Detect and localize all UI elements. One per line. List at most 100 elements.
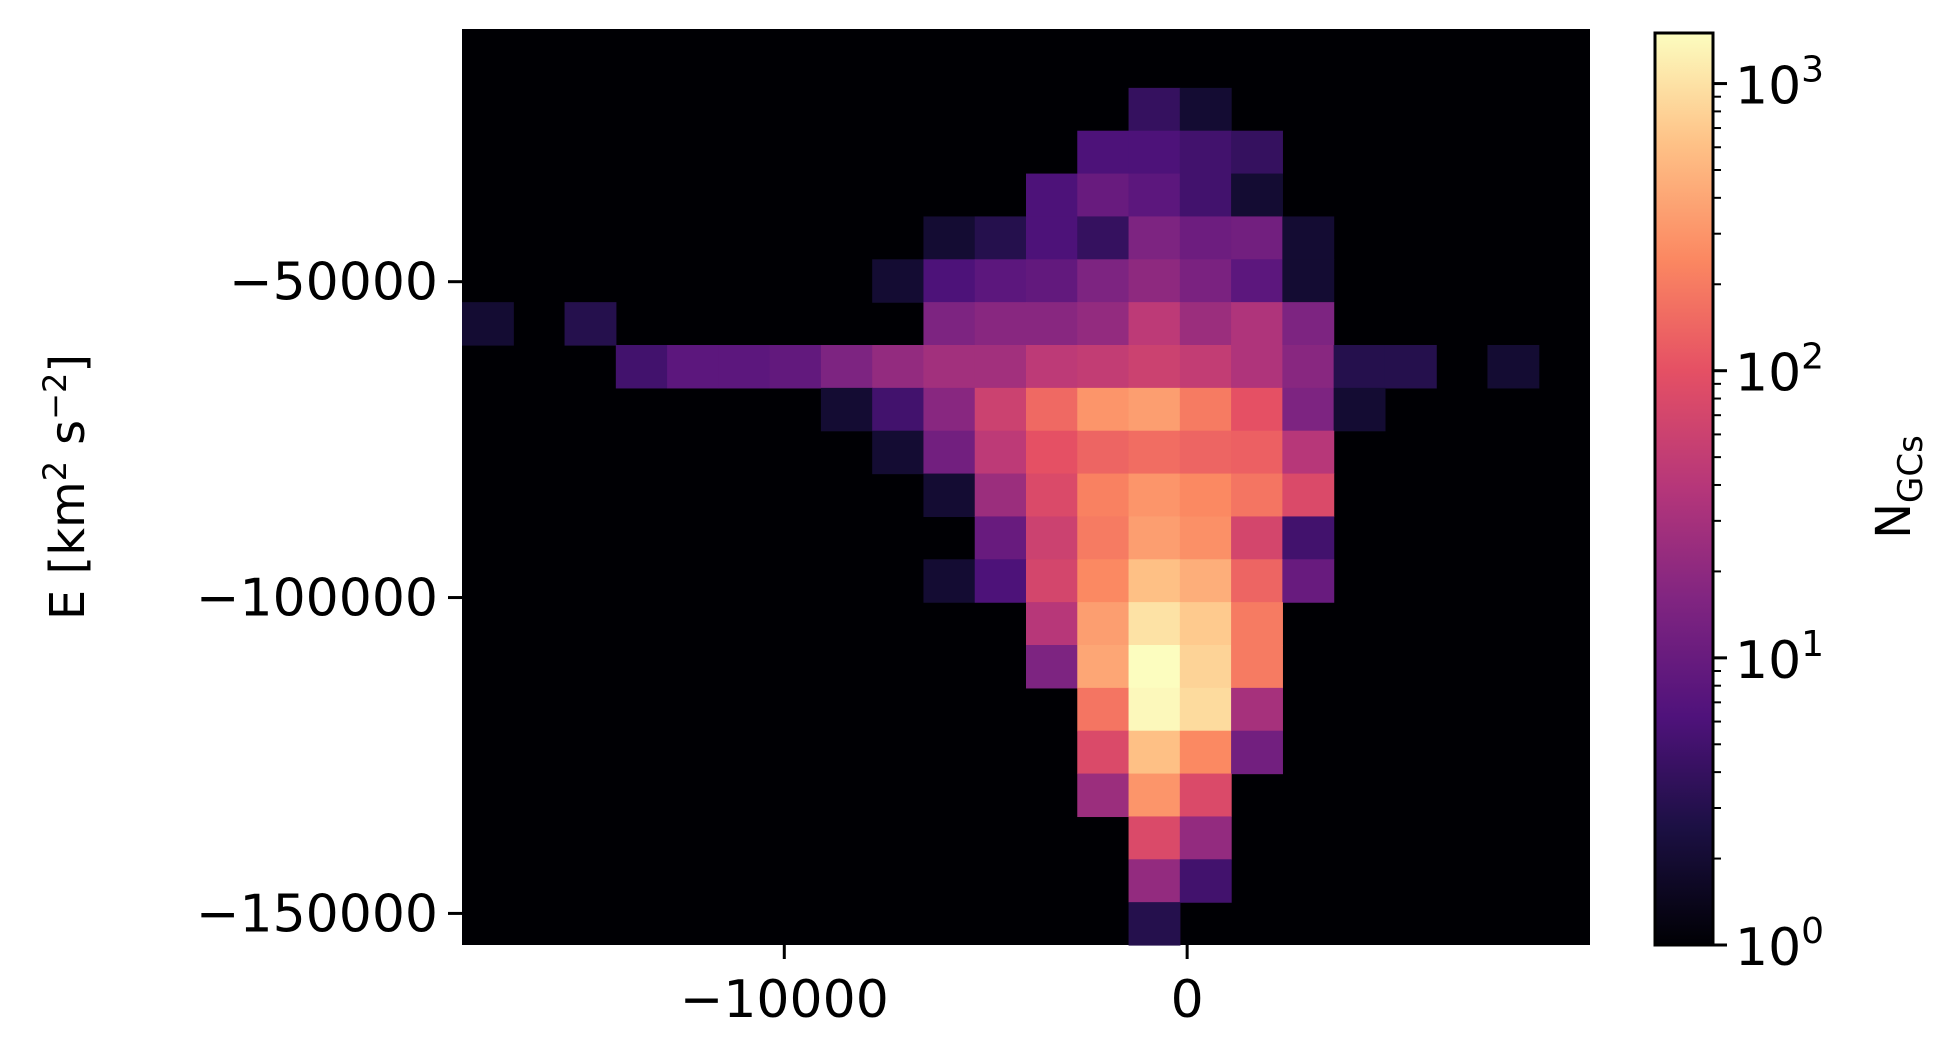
heatmap-cell — [1026, 387, 1078, 432]
heatmap-cell — [1179, 387, 1232, 432]
colorbar-tick-label: 100 — [1735, 911, 1824, 978]
heatmap-cell — [923, 430, 976, 475]
heatmap-cell — [923, 259, 976, 303]
heatmap-cell — [974, 387, 1027, 432]
y-axis-label-close: ] — [40, 354, 96, 373]
heatmap-cell — [1231, 645, 1283, 689]
heatmap-cell — [1179, 473, 1232, 518]
heatmap-cell — [1128, 130, 1181, 175]
heatmap-cell — [1179, 859, 1232, 903]
heatmap-cell — [1077, 259, 1130, 303]
heatmap-cell — [1077, 473, 1130, 518]
colorbar-tick-label: 102 — [1735, 337, 1824, 404]
heatmap-cell — [1231, 687, 1283, 732]
colorbar-tick-exp: 3 — [1801, 50, 1824, 91]
heatmap-cell — [1282, 259, 1335, 303]
heatmap-cell — [1128, 816, 1181, 860]
heatmap-cell — [769, 345, 822, 389]
heatmap-cell — [1282, 345, 1335, 389]
heatmap-cell — [1077, 387, 1130, 432]
colorbar-tick-base: 10 — [1735, 631, 1801, 691]
heatmap-cell — [974, 516, 1027, 560]
heatmap-cell — [564, 302, 617, 346]
heatmap-cell — [1077, 516, 1130, 560]
heatmap-cell — [1231, 387, 1283, 432]
heatmap-cell — [1179, 559, 1232, 603]
y-axis-label-sup-2: 2 — [36, 461, 74, 481]
heatmap-cell — [1077, 430, 1130, 475]
colorbar-tick-exp: 0 — [1801, 911, 1824, 952]
heatmap-cell — [974, 345, 1027, 389]
heatmap-cell — [1077, 302, 1130, 346]
heatmap-cell — [1179, 87, 1232, 132]
heatmap-cell — [1231, 130, 1283, 175]
heatmap-cell — [1333, 387, 1386, 432]
heatmap-cell — [1231, 173, 1283, 218]
heatmap-cell — [872, 387, 925, 432]
colorbar-tick-label: 103 — [1735, 50, 1824, 117]
y-axis-ticks: −50000 −100000 −150000 — [196, 253, 462, 944]
y-tick-label: −50000 — [229, 253, 438, 313]
heatmap-cell — [1077, 130, 1130, 175]
y-axis-label-main: E [km — [40, 481, 96, 620]
heatmap-cells — [462, 87, 1540, 946]
colorbar-label-main: N — [1866, 503, 1922, 539]
heatmap-cell — [1282, 473, 1335, 518]
heatmap-cell — [872, 345, 925, 389]
heatmap-cell — [974, 473, 1027, 518]
heatmap-cell — [1128, 216, 1181, 260]
heatmap-cell — [1282, 516, 1335, 560]
heatmap-cell — [1026, 516, 1078, 560]
heatmap-cell — [872, 259, 925, 303]
heatmap-cell — [1179, 130, 1232, 175]
heatmap-cell — [923, 559, 976, 603]
heatmap-cell — [1179, 816, 1232, 860]
heatmap-cell — [1487, 345, 1540, 389]
x-axis-ticks: −10000 0 — [680, 945, 1204, 1030]
heatmap-cell — [1026, 645, 1078, 689]
heatmap-cell — [1282, 387, 1335, 432]
heatmap-cell — [1077, 773, 1130, 818]
heatmap-cell — [667, 345, 719, 389]
heatmap-cell — [1282, 216, 1335, 260]
heatmap-cell — [1179, 345, 1232, 389]
heatmap-cell — [1077, 687, 1130, 732]
heatmap-cell — [1179, 430, 1232, 475]
colorbar-label: NGCs — [1866, 435, 1931, 539]
y-axis-label-unit-s: s — [40, 420, 96, 445]
heatmap-cell — [1128, 730, 1181, 775]
heatmap-cell — [1179, 602, 1232, 646]
heatmap-cell — [923, 387, 976, 432]
colorbar-tick-exp: 2 — [1801, 337, 1824, 378]
heatmap-cell — [1077, 645, 1130, 689]
heatmap-cell — [1077, 173, 1130, 218]
x-tick-label: −10000 — [680, 970, 889, 1030]
heatmap-cell — [923, 216, 976, 260]
heatmap-cell — [615, 345, 668, 389]
heatmap-cell — [1077, 602, 1130, 646]
heatmap-cell — [1128, 259, 1181, 303]
heatmap-cell — [974, 559, 1027, 603]
colorbar-label-sub: GCs — [1891, 435, 1931, 503]
heatmap-cell — [1128, 602, 1181, 646]
heatmap-cell — [1231, 730, 1283, 775]
heatmap-cell — [923, 302, 976, 346]
heatmap-cell — [974, 216, 1027, 260]
heatmap-cell — [1128, 302, 1181, 346]
heatmap-cell — [974, 430, 1027, 475]
heatmap-cell — [1384, 345, 1437, 389]
heatmap-cell — [1231, 216, 1283, 260]
heatmap-cell — [1026, 259, 1078, 303]
heatmap-cell — [820, 387, 873, 432]
heatmap-cell — [1231, 259, 1283, 303]
heatmap-cell — [974, 259, 1027, 303]
heatmap-cell — [1231, 559, 1283, 603]
heatmap-cell — [1026, 430, 1078, 475]
x-tick-label: 0 — [1171, 970, 1204, 1030]
heatmap-cell — [923, 473, 976, 518]
heatmap-cell — [1179, 773, 1232, 818]
heatmap-cell — [1128, 559, 1181, 603]
heatmap-cell — [1128, 173, 1181, 218]
